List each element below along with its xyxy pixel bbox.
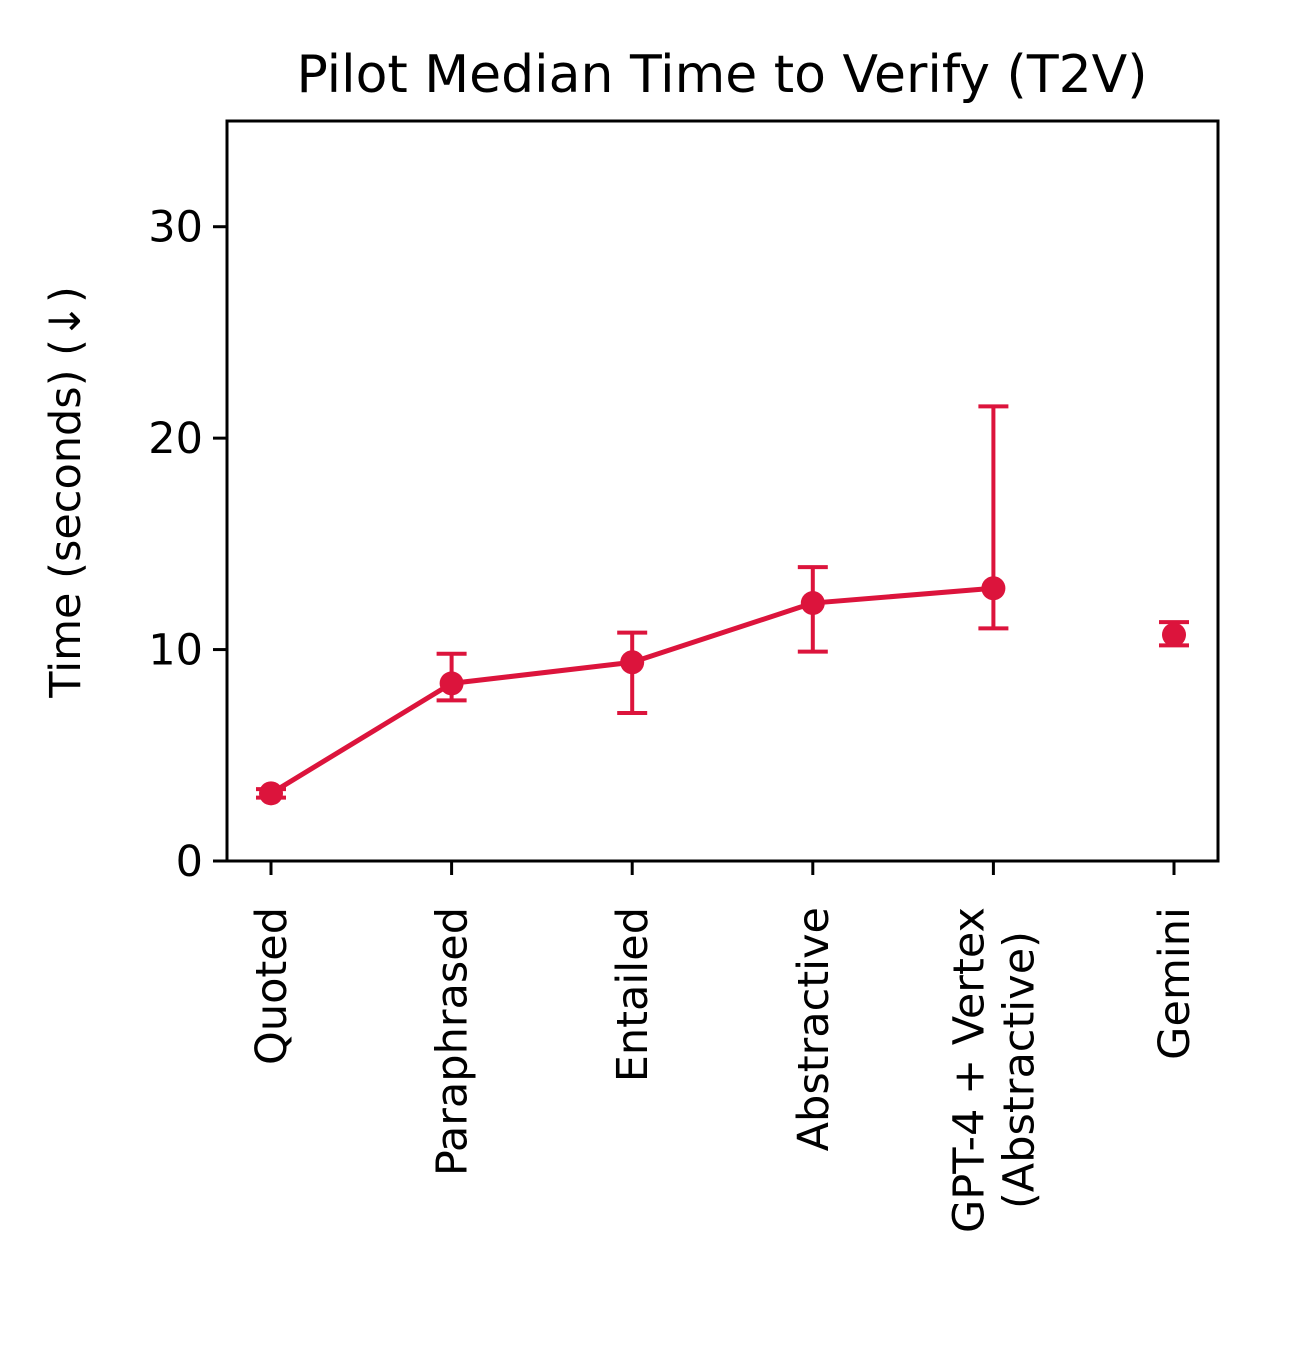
data-point [439,671,464,696]
x-tick-label: Gemini [1150,907,1200,1060]
data-point [259,781,283,806]
x-tick-label: GPT-4 + Vertex(Abstractive) [944,907,1044,1233]
data-point [800,591,825,616]
plot-frame [225,119,1220,863]
series-layer [256,404,1189,806]
y-tick-label: 30 [148,203,203,253]
y-tick-label: 10 [148,626,203,676]
y-axis-label: Time (seconds) (↓) [41,286,91,698]
x-axis-ticks: Quoted Paraphrased Entailed Abstractive GPT-… [247,861,1200,1233]
x-tick-label: Entailed [608,907,658,1082]
data-point [1162,622,1186,647]
y-axis-ticks: 0 10 20 30 [148,203,227,887]
y-tick-label: 0 [176,837,203,887]
x-tick-label: Paraphrased [428,907,478,1176]
data-point [620,650,645,675]
y-tick-label: 20 [148,414,203,464]
chart-title: Pilot Median Time to Verify (T2V) [296,45,1147,105]
data-point [981,576,1006,601]
x-tick-label: Quoted [247,907,297,1065]
x-tick-label: Abstractive [789,907,839,1151]
